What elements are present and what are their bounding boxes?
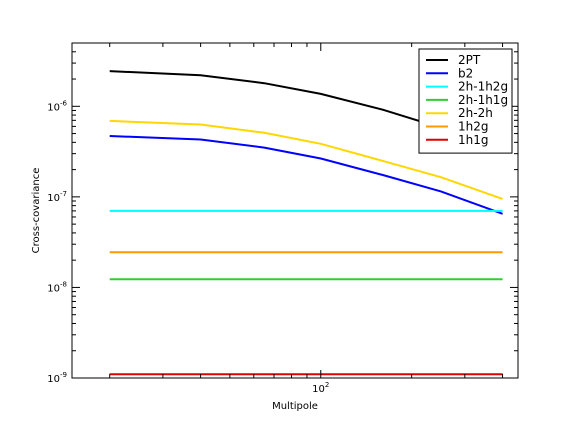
legend-label: 2h-1h1g <box>458 93 508 107</box>
legend-label: b2 <box>458 66 473 80</box>
legend-label: 1h2g <box>458 120 489 134</box>
y-tick-label: 10-8 <box>47 280 67 294</box>
legend-label: 2h-1h2g <box>458 80 508 94</box>
y-tick-label: 10-6 <box>47 99 67 113</box>
series-line-b2 <box>109 135 503 215</box>
x-tick-label: 102 <box>312 381 329 395</box>
series-line-2h-2h <box>109 119 503 200</box>
legend-label: 2h-2h <box>458 106 493 120</box>
legend-label: 2PT <box>458 53 481 67</box>
x-axis-label: Multipole <box>272 401 318 412</box>
series-layer <box>109 70 503 376</box>
y-tick-label: 10-7 <box>47 190 67 204</box>
legend-box <box>418 48 513 154</box>
legend-label: 1h1g <box>458 133 489 147</box>
y-tick-label: 10-9 <box>47 371 67 385</box>
y-axis-label: Cross-covariance <box>31 168 42 254</box>
